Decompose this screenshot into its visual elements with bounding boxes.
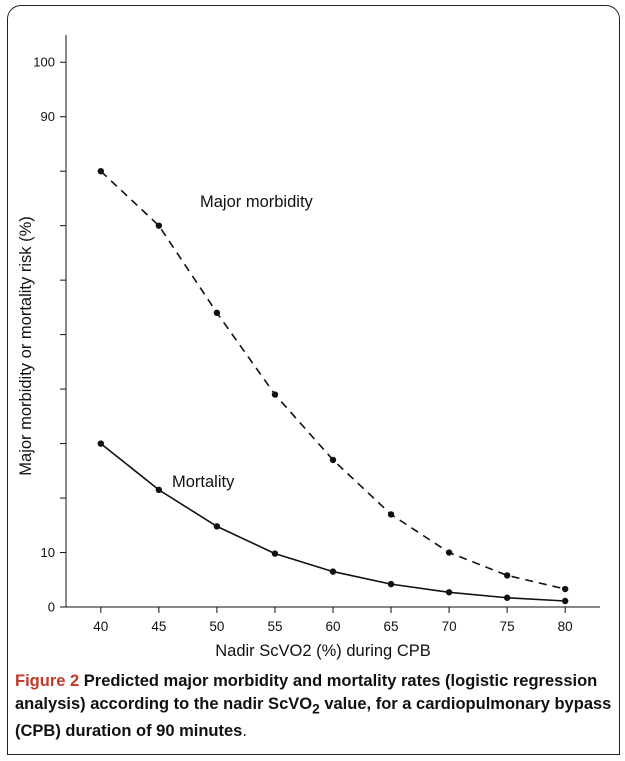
chart-series [97,167,569,605]
figure-caption: Figure 2 Predicted major morbidity and m… [15,670,613,743]
y-tick-label: 10 [41,545,55,560]
data-point [329,568,337,575]
data-point [387,580,395,588]
data-point [97,167,105,175]
data-point [271,391,279,398]
caption-subscript: 2 [312,701,320,717]
x-tick-label: 45 [151,619,166,634]
data-point [561,597,569,605]
series-major-morbidity [97,167,569,593]
x-tick-label: 75 [500,619,515,634]
chart: 0 10 90 100 40 45 50 55 60 65 70 75 80 Nadir ScVO2 (… [17,35,600,660]
figure-frame [7,5,620,755]
caption-text-1: Predicted major morbidity and mortality … [15,672,598,713]
x-tick-label: 40 [93,619,108,634]
data-point [445,549,453,556]
x-tick-label: 80 [558,619,573,634]
chart-axes: 0 10 90 100 40 45 50 55 60 65 70 75 80 [33,35,600,634]
data-point [445,589,453,596]
x-tick-label: 60 [325,619,340,634]
data-point [97,440,105,447]
annotation-major-morbidity: Major morbidity [200,193,314,211]
caption-label: Figure 2 [15,672,80,690]
annotation-mortality: Mortality [172,473,235,491]
caption-text-2: value, for a cardiopulmonary bypass (CPB… [15,695,612,741]
y-tick-label: 100 [33,55,55,70]
data-point [213,523,221,530]
data-point [155,486,163,494]
series-line [100,170,566,590]
x-axis-title: Nadir ScVO2 (%) during CPB [215,642,431,660]
x-tick-label: 55 [267,619,282,634]
data-point [387,511,395,518]
x-tick-label: 50 [209,619,224,634]
data-point [329,456,337,464]
caption-end-punct: . [242,722,247,741]
chart-labels: Nadir ScVO2 (%) during CPB Major morbidit… [17,193,431,660]
data-point [503,572,511,579]
y-axis-title: Major morbidity or mortality risk (%) [17,216,35,475]
x-tick-label: 65 [384,619,399,634]
y-tick-label: 90 [41,109,55,124]
x-tick-label: 70 [442,619,457,634]
data-point [503,594,511,601]
data-point [213,309,221,317]
data-point [561,585,569,593]
series-mortality [97,440,569,605]
data-point [155,222,163,229]
series-line [100,442,566,602]
data-point [271,550,279,557]
y-tick-label: 0 [48,600,55,615]
